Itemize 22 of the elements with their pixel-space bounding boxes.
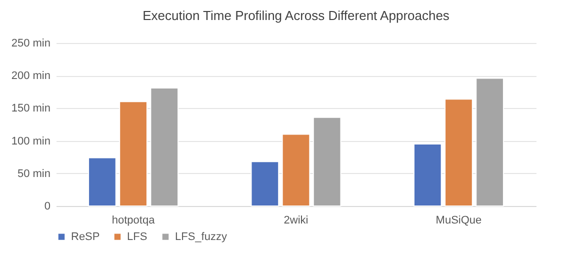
y-tick-label: 0 xyxy=(44,200,50,212)
bar xyxy=(413,144,442,206)
y-tick-label: 100 min xyxy=(11,135,50,148)
x-tick-label: hotpotqa xyxy=(112,214,156,226)
bar xyxy=(88,157,116,206)
chart-title: Execution Time Profiling Across Different Approaches xyxy=(142,8,450,23)
bar xyxy=(282,134,310,206)
bar xyxy=(250,161,280,206)
y-tick-label: 250 min xyxy=(11,38,50,50)
y-tick-label: 150 min xyxy=(11,102,50,115)
legend-label: ReSP xyxy=(71,230,100,243)
x-tick-label: 2wiki xyxy=(284,214,308,226)
bar xyxy=(444,98,473,206)
bar xyxy=(312,116,342,206)
bar xyxy=(476,78,504,206)
bar xyxy=(119,101,148,206)
y-tick-label: 50 min xyxy=(17,168,50,180)
legend-label: LFS xyxy=(127,230,148,243)
y-tick-label: 200 min xyxy=(11,70,50,82)
x-tick-label: MuSiQue xyxy=(436,214,482,226)
bar xyxy=(150,87,179,206)
legend-label: LFS_fuzzy xyxy=(175,230,228,243)
